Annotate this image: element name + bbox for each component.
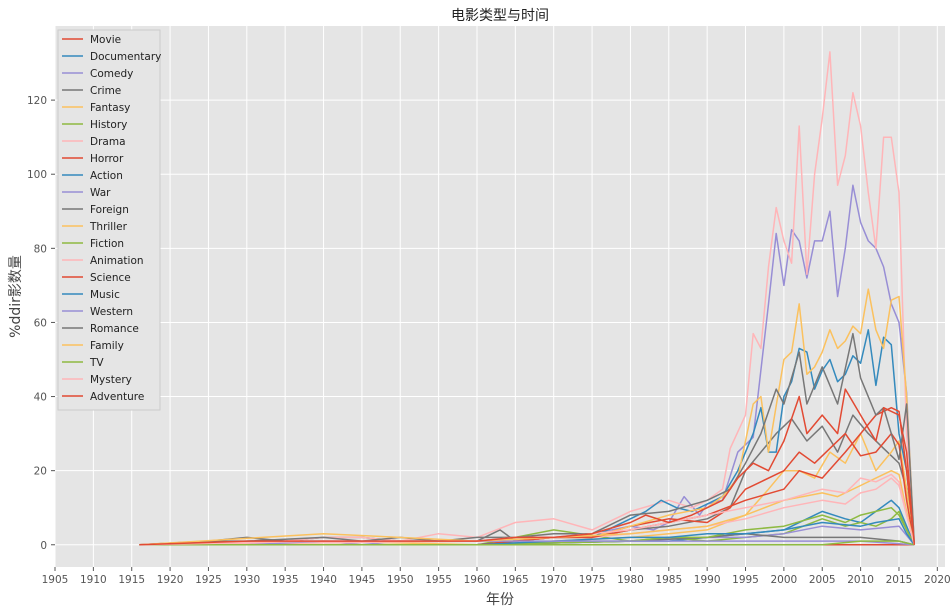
x-tick-label: 1920	[157, 574, 184, 586]
legend-label-fantasy: Fantasy	[90, 102, 130, 114]
legend-box	[57, 29, 161, 411]
legend-label-adventure: Adventure	[90, 391, 144, 403]
x-tick-label: 1935	[272, 574, 299, 586]
x-tick-label: 2020	[924, 574, 950, 586]
x-tick-label: 1945	[349, 574, 376, 586]
x-tick-label: 1990	[694, 574, 721, 586]
series-lines	[139, 51, 916, 546]
series-line-tv	[139, 540, 915, 546]
x-tick-label: 1965	[502, 574, 529, 586]
x-tick-label: 1950	[387, 574, 414, 586]
plot-area	[55, 26, 945, 567]
legend: Movie Documentary Comedy Crime Fantasy Histor…	[57, 29, 161, 411]
x-tick-label: 1910	[80, 574, 107, 586]
legend-label-thriller: Thriller	[89, 221, 128, 233]
y-tick-label: 120	[27, 95, 47, 107]
x-axis-ticks: 1905 1910 1915 1920 1925 1930 1935 1940 1945 1950…	[42, 567, 950, 586]
y-tick-label: 40	[34, 392, 47, 404]
y-axis-ticks: 0 20 40 60 80 100 120	[27, 95, 55, 552]
legend-label-history: History	[90, 119, 127, 131]
legend-label-foreign: Foreign	[90, 204, 129, 216]
y-tick-label: 100	[27, 169, 47, 181]
series-line-adventure	[139, 388, 916, 546]
y-axis-title: %ddir影数量	[8, 255, 24, 338]
y-tick-label: 60	[34, 317, 47, 329]
x-tick-label: 1930	[233, 574, 260, 586]
x-tick-label: 1940	[310, 574, 337, 586]
legend-label-documentary: Documentary	[90, 51, 161, 63]
legend-label-fiction: Fiction	[90, 238, 124, 250]
legend-label-science: Science	[90, 272, 131, 284]
x-tick-label: 1955	[425, 574, 452, 586]
x-tick-label: 1970	[540, 574, 567, 586]
legend-label-drama: Drama	[90, 136, 126, 148]
x-tick-label: 2000	[771, 574, 798, 586]
series-line-romance	[139, 332, 916, 546]
legend-label-action: Action	[90, 170, 123, 182]
x-tick-label: 1980	[617, 574, 644, 586]
x-tick-label: 1915	[118, 574, 145, 586]
x-tick-label: 1925	[195, 574, 222, 586]
legend-label-romance: Romance	[90, 323, 139, 335]
x-axis-title: 年份	[486, 592, 514, 608]
x-tick-label: 1975	[579, 574, 606, 586]
legend-label-tv: TV	[89, 357, 104, 369]
legend-label-family: Family	[90, 340, 124, 352]
legend-label-western: Western	[90, 306, 133, 318]
x-tick-label: 1960	[464, 574, 491, 586]
y-tick-label: 80	[34, 243, 47, 255]
legend-label-comedy: Comedy	[90, 68, 133, 80]
x-tick-label: 2010	[847, 574, 874, 586]
y-tick-label: 0	[40, 540, 47, 552]
legend-label-animation: Animation	[90, 255, 144, 267]
x-tick-label: 1985	[655, 574, 682, 586]
legend-label-movie: Movie	[90, 34, 121, 46]
legend-label-mystery: Mystery	[90, 374, 132, 386]
series-line-thriller	[139, 288, 916, 546]
legend-label-horror: Horror	[90, 153, 124, 165]
series-line-drama	[139, 51, 916, 546]
y-tick-label: 20	[34, 466, 47, 478]
legend-label-music: Music	[90, 289, 120, 301]
x-tick-label: 2005	[809, 574, 836, 586]
series-line-fiction	[139, 506, 915, 546]
x-tick-label: 2015	[886, 574, 913, 586]
series-line-action	[139, 329, 916, 546]
legend-label-war: War	[90, 187, 111, 199]
chart-title: 电影类型与时间	[451, 8, 549, 24]
legend-label-crime: Crime	[90, 85, 121, 97]
x-tick-label: 1905	[42, 574, 69, 586]
x-tick-label: 1995	[732, 574, 759, 586]
